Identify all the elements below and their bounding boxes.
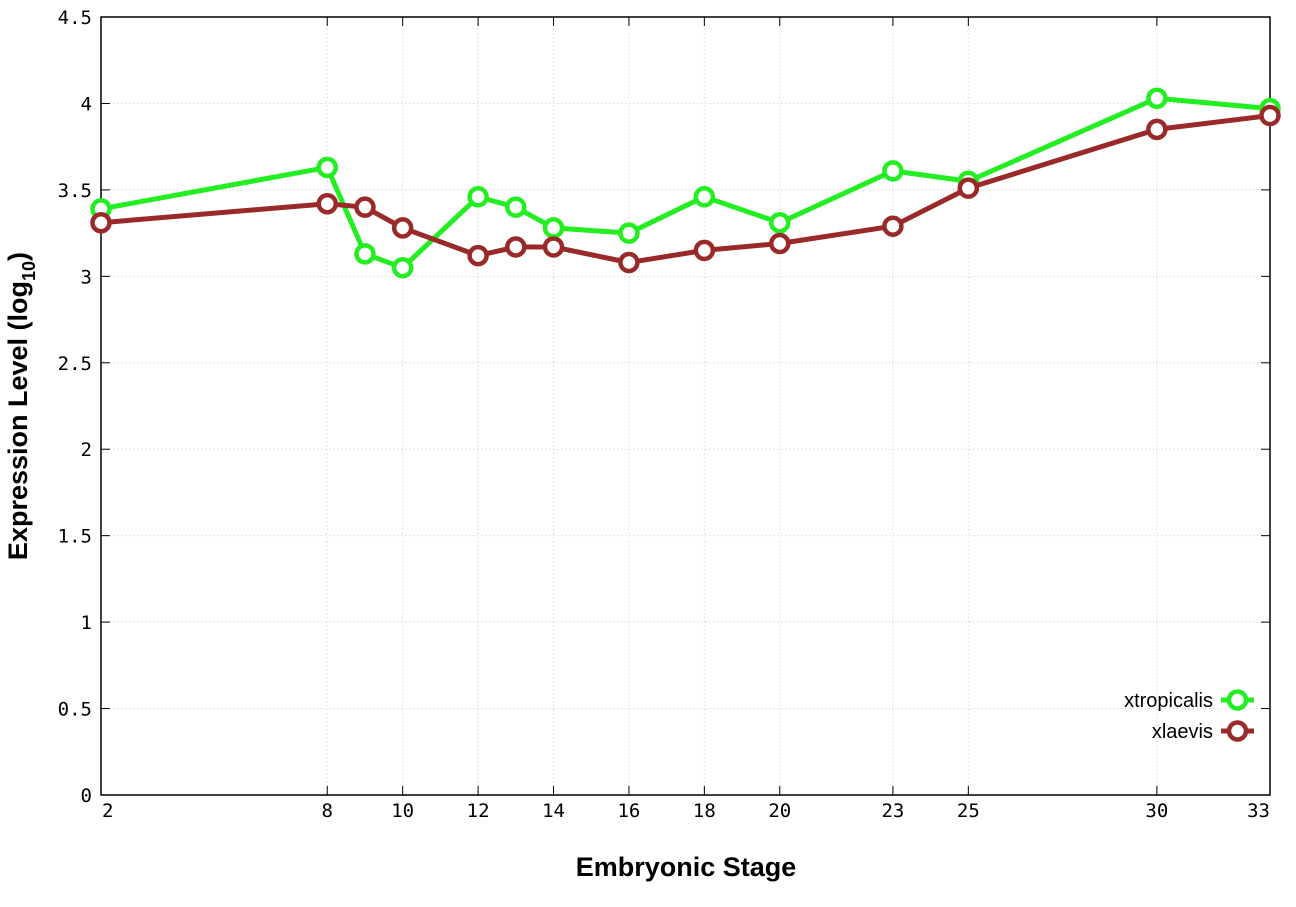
x-tick-label: 8	[322, 800, 333, 822]
data-point-xlaevis	[316, 192, 339, 215]
data-point-xtropicalis	[354, 243, 376, 265]
x-tick-label: 23	[881, 800, 904, 822]
data-point-xtropicalis	[316, 156, 339, 179]
data-point-xlaevis	[542, 236, 565, 258]
legend-label-xtropicalis: xtropicalis	[1124, 690, 1213, 712]
plot-area-border	[100, 16, 1271, 796]
legend-item-xtropicalis: xtropicalis	[1124, 689, 1254, 712]
data-point-xtropicalis	[882, 160, 904, 182]
y-tick-label: 2.5	[58, 353, 92, 375]
x-tick-label: 12	[467, 800, 490, 822]
data-point-xtropicalis	[467, 186, 489, 208]
data-point-xtropicalis	[391, 256, 414, 279]
grid	[101, 17, 1270, 795]
x-tick-label: 25	[957, 800, 980, 822]
series-line-xtropicalis	[100, 95, 1271, 271]
legend-marker-xlaevis	[1226, 720, 1249, 742]
y-tick-label: 3	[81, 266, 92, 288]
data-point-xtropicalis	[505, 196, 527, 218]
y-tick-label: 1.5	[58, 526, 92, 548]
x-tick-label: 18	[693, 800, 716, 822]
data-point-xtropicalis	[618, 222, 640, 244]
y-axis-title: Expression Level (log10)	[3, 252, 39, 560]
series-xlaevis	[90, 104, 1281, 274]
y-axis-title-subscript: 10	[19, 261, 39, 281]
x-axis-title: Embryonic Stage	[576, 852, 797, 882]
data-point-xlaevis	[957, 177, 980, 199]
legend-marker-xtropicalis	[1226, 689, 1249, 711]
x-tick-label: 20	[768, 800, 791, 822]
data-point-xlaevis	[1259, 104, 1281, 127]
x-tick-label: 16	[617, 800, 640, 822]
data-point-xtropicalis	[542, 217, 565, 239]
data-point-xlaevis	[769, 232, 791, 255]
data-point-xtropicalis	[769, 211, 791, 234]
y-tick-label: 1	[81, 612, 92, 634]
data-point-xtropicalis	[1146, 87, 1168, 110]
y-tick-label: 3.5	[58, 180, 92, 202]
axis-ticks: 0 0.5 1 1.5 2 2.5 3 3.5 4 4.5 2 8 10 12 14 16 18 20 23 25 30…	[58, 7, 1271, 822]
y-tick-label: 0.5	[58, 699, 92, 721]
series-xtropicalis	[90, 87, 1281, 279]
x-tick-label: 2	[102, 800, 113, 822]
legend: xtropicalis xlaevis	[1124, 689, 1254, 743]
data-point-xlaevis	[505, 236, 527, 258]
data-point-xlaevis	[882, 215, 904, 237]
y-axis-title-main: Expression Level (log	[3, 281, 33, 560]
y-tick-label: 4.5	[58, 7, 92, 29]
x-tick-label: 14	[542, 800, 565, 822]
x-tick-label: 33	[1247, 800, 1270, 822]
y-tick-label: 2	[81, 439, 92, 461]
legend-item-xlaevis: xlaevis	[1152, 720, 1254, 743]
data-point-xlaevis	[90, 211, 112, 234]
data-point-xlaevis	[391, 217, 414, 239]
y-tick-label: 4	[81, 93, 92, 115]
data-point-xlaevis	[467, 244, 489, 267]
y-axis-title-end: )	[3, 252, 33, 261]
data-point-xlaevis	[693, 239, 716, 262]
series-group	[90, 87, 1281, 279]
y-tick-label: 0	[81, 785, 92, 807]
x-tick-label: 30	[1145, 800, 1168, 822]
data-point-xlaevis	[618, 251, 640, 274]
legend-label-xlaevis: xlaevis	[1152, 721, 1213, 743]
data-point-xtropicalis	[693, 186, 716, 208]
data-point-xlaevis	[354, 196, 376, 218]
data-point-xlaevis	[1146, 118, 1168, 141]
x-tick-label: 10	[391, 800, 414, 822]
series-line-xlaevis	[100, 113, 1271, 266]
